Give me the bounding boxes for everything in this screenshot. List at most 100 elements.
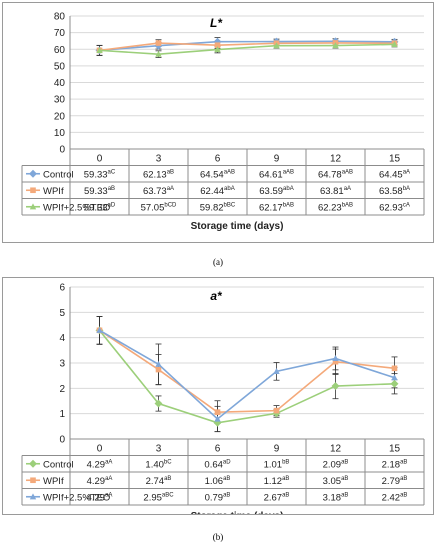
- data-label: 64.61aAB: [259, 169, 294, 180]
- chart-l-star-svg: 0 10 20 30 40 50 60 70 80 L* 0 3 6 9 12 15 Control 59.33a…: [21, 12, 425, 232]
- data-point-control: [331, 382, 340, 391]
- data-point-wpif: [332, 358, 339, 365]
- data-point-wpif-2-5-teo: [391, 374, 398, 381]
- data-label: 2.42aB: [382, 492, 408, 503]
- y-tick-label: 0: [59, 145, 65, 156]
- x-axis-label: Storage time (days): [191, 511, 284, 514]
- x-tick-label: 15: [389, 153, 401, 164]
- data-label: 1.40bC: [145, 459, 172, 470]
- data-point-wpif-2-5-teo: [96, 326, 103, 333]
- data-label: 64.78aAB: [318, 169, 353, 180]
- x-tick-label: 3: [156, 443, 162, 454]
- data-label: 62.23bAB: [318, 202, 353, 213]
- data-label: 4.29aA: [87, 492, 113, 503]
- data-label: 63.73aA: [143, 186, 174, 197]
- legend-marker-wpif-2-5-teo: [29, 203, 37, 210]
- data-point-control: [154, 399, 163, 408]
- data-label: 2.67aB: [264, 492, 290, 503]
- data-label: 64.54aAB: [200, 169, 235, 180]
- x-tick-label: 0: [97, 443, 103, 454]
- data-point-wpif-2-5-teo: [332, 355, 339, 362]
- x-tick-label: 9: [274, 443, 280, 454]
- data-label: 59.82bBC: [200, 202, 236, 213]
- data-label: 4.29aA: [87, 459, 113, 470]
- y-tick-label: 0: [59, 435, 65, 446]
- chart-panel-a-star: 0 1 2 3 4 5 6 a* 0 3 6 9 12 15 Control 4.29aA 1.40bC 0.64…: [2, 277, 434, 522]
- y-tick-label: 6: [59, 283, 65, 294]
- y-tick-label: 40: [54, 78, 66, 89]
- y-tick-label: 60: [54, 45, 66, 56]
- series-line-wpif: [99, 329, 395, 413]
- data-label: 3.18aB: [323, 492, 349, 503]
- y-tick-label: 50: [54, 61, 66, 72]
- data-label: 63.59abA: [259, 186, 293, 197]
- data-label: 2.79aB: [382, 476, 408, 487]
- data-label: 59.33aD: [84, 202, 116, 213]
- chart-title: L*: [210, 16, 223, 30]
- data-point-wpif-2-5-teo: [273, 367, 280, 374]
- data-label: 57.05bCD: [141, 202, 177, 213]
- y-tick-label: 80: [54, 12, 66, 23]
- data-label: 0.64aD: [204, 459, 231, 470]
- y-tick-label: 4: [59, 333, 65, 344]
- series-line-control: [98, 329, 395, 424]
- x-tick-label: 6: [215, 153, 221, 164]
- data-point-wpif-2-5-teo: [332, 42, 339, 49]
- data-label: 59.33aB: [84, 186, 115, 197]
- legend-label-wpif-2-5-teo: WPIf+2.5%TEO: [43, 492, 110, 503]
- caption-b: (b): [212, 532, 224, 542]
- y-tick-label: 70: [54, 28, 66, 39]
- y-tick-label: 30: [54, 95, 66, 106]
- series-line-wpif-2-5-teo: [99, 329, 395, 421]
- data-label: 2.74aB: [146, 476, 172, 487]
- data-label: 0.79aB: [205, 492, 231, 503]
- legend-label-wpif-2-5-teo: WPIf+2.5%TEO: [43, 202, 110, 213]
- series-line-wpif-2-5-teo: [99, 43, 395, 55]
- data-point-wpif: [214, 409, 221, 415]
- chart-panel-l-star: 0 10 20 30 40 50 60 70 80 L* 0 3 6 9 12 15 Control 59.33a…: [2, 2, 434, 243]
- y-tick-label: 5: [59, 308, 65, 319]
- data-point-wpif-2-5-teo: [155, 50, 162, 57]
- data-label: 59.33aC: [84, 169, 116, 180]
- legend-label-wpif: WPIf: [43, 476, 64, 487]
- legend-label-wpif: WPIf: [43, 186, 64, 197]
- data-point-wpif: [391, 365, 398, 372]
- data-point-wpif-2-5-teo: [96, 46, 103, 53]
- x-tick-label: 15: [389, 443, 401, 454]
- x-tick-label: 3: [156, 153, 162, 164]
- y-tick-label: 1: [59, 409, 65, 420]
- y-tick-label: 10: [54, 128, 66, 139]
- legend-marker-wpif: [30, 187, 36, 194]
- legend-marker-wpif-2-5-teo: [29, 493, 37, 500]
- data-label: 2.09aB: [323, 459, 349, 470]
- legend-marker-wpif: [30, 477, 36, 484]
- data-point-wpif-2-5-teo: [214, 46, 221, 53]
- data-point-wpif: [155, 40, 162, 46]
- caption-a: (a): [213, 257, 223, 267]
- legend-label-control: Control: [43, 459, 74, 470]
- data-label: 4.29aA: [87, 476, 113, 487]
- x-tick-label: 0: [97, 153, 103, 164]
- data-label: 2.18aB: [382, 459, 408, 470]
- data-label: 2.95aBC: [143, 492, 174, 503]
- data-label: 62.13aB: [143, 169, 174, 180]
- data-label: 1.12aB: [264, 476, 290, 487]
- y-tick-label: 3: [59, 359, 65, 370]
- y-tick-label: 2: [59, 384, 65, 395]
- data-point-wpif-2-5-teo: [391, 40, 398, 47]
- series-line-wpif: [99, 42, 395, 52]
- chart-title: a*: [210, 289, 223, 303]
- legend-marker-control: [29, 459, 37, 468]
- x-tick-label: 12: [330, 153, 342, 164]
- data-point-wpif-2-5-teo: [273, 42, 280, 49]
- data-point-wpif-2-5-teo: [214, 415, 221, 422]
- y-tick-label: 20: [54, 111, 66, 122]
- data-label: 62.93cA: [379, 202, 410, 213]
- data-point-wpif-2-5-teo: [155, 360, 162, 367]
- data-label: 1.06aB: [205, 476, 231, 487]
- legend-label-control: Control: [43, 169, 74, 180]
- data-point-control: [390, 379, 399, 388]
- data-label: 63.81aA: [320, 186, 351, 197]
- x-axis-label: Storage time (days): [191, 221, 284, 232]
